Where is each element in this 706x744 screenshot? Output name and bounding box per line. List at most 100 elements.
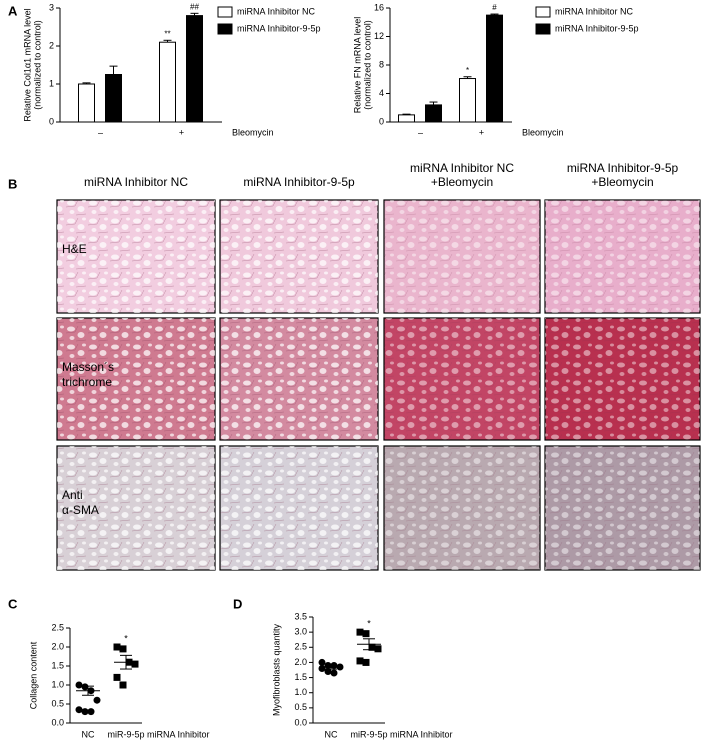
bar xyxy=(486,14,503,123)
row-label: H&E xyxy=(62,242,87,256)
data-point xyxy=(374,645,382,653)
y-tick-label: 1.0 xyxy=(51,679,64,689)
significance-label: ## xyxy=(190,2,199,11)
y-tick-label: 12 xyxy=(374,31,384,41)
micrograph-texture xyxy=(545,446,700,570)
data-point xyxy=(75,681,83,689)
y-tick-label: 0 xyxy=(379,116,384,126)
y-tick-label: 4 xyxy=(379,88,384,98)
y-tick-label: 1.5 xyxy=(294,672,307,682)
row-label: Masson´s xyxy=(62,360,114,374)
y-tick-label: 2.5 xyxy=(294,642,307,652)
significance-label: # xyxy=(492,3,497,12)
y-tick-label: 1.5 xyxy=(51,660,64,670)
y-tick-label: 0 xyxy=(49,116,54,126)
row-label: α-SMA xyxy=(62,503,99,517)
panel-label: C xyxy=(8,596,18,611)
x-tick-label: NC xyxy=(82,729,95,739)
y-axis-label: (normalized to control) xyxy=(362,20,372,110)
micrograph-texture xyxy=(57,318,215,440)
x-tick-label: – xyxy=(98,127,103,137)
legend-label: miRNA Inhibitor NC xyxy=(555,6,634,16)
data-point xyxy=(362,658,370,666)
legend-swatch xyxy=(217,23,233,35)
x-tick-label: + xyxy=(479,127,484,137)
data-point xyxy=(318,658,326,666)
column-header: miRNA Inhibitor-9-5p xyxy=(243,175,355,189)
significance-label: ** xyxy=(164,29,170,38)
y-tick-label: 2.0 xyxy=(294,657,307,667)
data-point xyxy=(356,657,364,665)
y-tick-label: 0.5 xyxy=(294,702,307,712)
column-header: miRNA Inhibitor NC xyxy=(410,161,514,175)
y-tick-label: 3.0 xyxy=(294,627,307,637)
y-tick-label: 2.5 xyxy=(51,622,64,632)
y-tick-label: 1 xyxy=(49,78,54,88)
y-axis-label: Collagen content xyxy=(28,641,38,709)
bar xyxy=(425,104,442,123)
legend-label: miRNA Inhibitor NC xyxy=(237,6,316,16)
bar xyxy=(159,41,176,123)
y-tick-label: 16 xyxy=(374,2,384,12)
y-tick-label: 0.5 xyxy=(51,698,64,708)
data-point xyxy=(330,661,338,669)
legend-label: miRNA Inhibitor-9-5p xyxy=(555,23,639,33)
micrograph-texture xyxy=(545,318,700,440)
data-point xyxy=(81,683,89,691)
y-tick-label: 3 xyxy=(49,2,54,12)
y-tick-label: 0.0 xyxy=(294,717,307,727)
significance-label: * xyxy=(367,619,371,629)
x-tick-label: – xyxy=(418,127,423,137)
x-axis-label: Bleomycin xyxy=(232,127,274,137)
bar xyxy=(105,74,122,123)
legend-swatch xyxy=(535,6,551,18)
data-point xyxy=(119,681,127,689)
x-axis-label: miRNA Inhibitor xyxy=(147,729,210,739)
column-header: miRNA Inhibitor-9-5p xyxy=(567,161,679,175)
data-point xyxy=(324,668,332,676)
panel-label: D xyxy=(233,596,242,611)
data-point xyxy=(318,664,326,672)
y-tick-label: 2 xyxy=(49,40,54,50)
data-point xyxy=(87,708,95,716)
data-point xyxy=(75,706,83,714)
data-point xyxy=(113,673,121,681)
bar xyxy=(398,114,415,123)
row-label: Anti xyxy=(62,488,83,502)
y-axis-label: (normalized to control) xyxy=(32,20,42,110)
micrograph-texture xyxy=(384,200,540,313)
y-tick-label: 3.5 xyxy=(294,611,307,621)
micrograph-texture xyxy=(545,200,700,313)
x-tick-label: miR-9-5p xyxy=(107,729,144,739)
x-tick-label: + xyxy=(179,127,184,137)
y-tick-label: 1.0 xyxy=(294,687,307,697)
data-point xyxy=(81,708,89,716)
column-header: miRNA Inhibitor NC xyxy=(84,175,188,189)
data-point xyxy=(362,630,370,638)
bar xyxy=(459,78,476,123)
data-point xyxy=(356,628,364,636)
data-point xyxy=(330,669,338,677)
panel-label: B xyxy=(8,176,17,191)
micrograph-texture xyxy=(384,318,540,440)
y-tick-label: 2.0 xyxy=(51,641,64,651)
legend-label: miRNA Inhibitor-9-5p xyxy=(237,23,321,33)
column-header: +Bleomycin xyxy=(591,175,653,189)
legend-swatch xyxy=(535,23,551,35)
data-point xyxy=(324,661,332,669)
y-tick-label: 0.0 xyxy=(51,717,64,727)
legend-swatch xyxy=(217,6,233,18)
significance-label: * xyxy=(124,633,128,643)
data-point xyxy=(93,696,101,704)
micrograph-texture xyxy=(220,446,378,570)
data-point xyxy=(119,645,127,653)
x-axis-label: Bleomycin xyxy=(522,127,564,137)
y-tick-label: 8 xyxy=(379,59,384,69)
x-tick-label: NC xyxy=(325,729,338,739)
y-axis-label: Relative Col1α1 mRNA level xyxy=(22,8,32,121)
micrograph-texture xyxy=(57,200,215,313)
row-label: trichrome xyxy=(62,375,112,389)
micrograph-texture xyxy=(220,200,378,313)
